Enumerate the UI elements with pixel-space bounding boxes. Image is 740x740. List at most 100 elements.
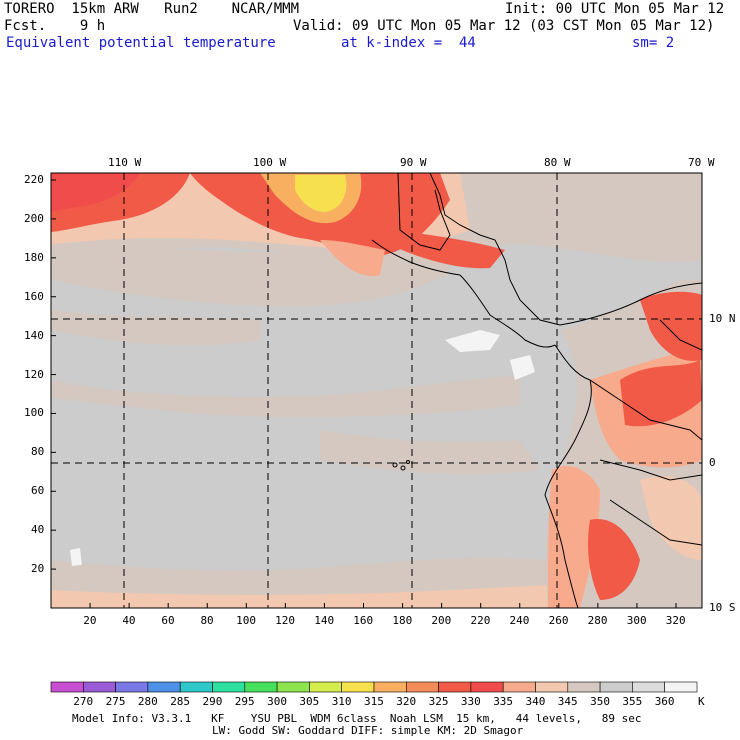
- legend-value-label: 320: [396, 695, 417, 708]
- y-tick-label: 80: [31, 445, 45, 459]
- forecast-hour: Fcst. 9 h: [4, 18, 106, 34]
- legend-swatch: [599, 681, 633, 693]
- legend-swatch: [83, 681, 116, 693]
- legend-swatch: [212, 681, 246, 693]
- legend-swatch: [567, 681, 601, 693]
- legend-value-label: 275: [105, 695, 126, 708]
- lon-label-70w: 70 W: [688, 156, 715, 169]
- x-tick-label: 220: [470, 614, 491, 627]
- lon-label-110w: 110 W: [108, 156, 142, 169]
- red-region-guatemala: [380, 230, 505, 269]
- legend-value-label: 360: [654, 695, 675, 708]
- legend-swatch: [438, 681, 472, 693]
- legend-value-label: 295: [234, 695, 255, 708]
- coastlines: [371, 173, 702, 608]
- legend-colorbar: [50, 681, 698, 693]
- border-peru-north: [599, 459, 702, 481]
- legend-swatch: [309, 681, 342, 693]
- y-tick-label: 140: [24, 328, 44, 342]
- model-info: Model Info: V3.3.1 KF YSU PBL WDM 6class…: [72, 712, 642, 725]
- legend-value-label: 340: [525, 695, 546, 708]
- lat-label-0: 0: [709, 456, 716, 469]
- legend-swatch: [664, 681, 698, 693]
- x-tick-label: 200: [431, 614, 452, 627]
- axis-ticks: [51, 179, 677, 608]
- peach-region-brazil: [640, 476, 702, 560]
- x-tick-label: 80: [200, 614, 214, 627]
- valid-time: Valid: 09 UTC Mon 05 Mar 12 (03 CST Mon …: [293, 18, 715, 34]
- y-tick-label: 60: [31, 484, 45, 498]
- legend-swatch: [502, 681, 536, 693]
- y-tick-label: 160: [24, 289, 44, 303]
- y-tick-label: 200: [24, 211, 44, 225]
- x-tick-label: 320: [665, 614, 686, 627]
- smoothing-value: sm= 2: [632, 35, 675, 51]
- legend-value-label: 270: [73, 695, 94, 708]
- lon-label-100w: 100 W: [253, 156, 287, 169]
- legend-value-label: 345: [557, 695, 578, 708]
- x-tick-label: 160: [353, 614, 374, 627]
- legend-swatch: [632, 681, 666, 693]
- legend-swatch: [373, 681, 407, 693]
- x-tick-label: 180: [392, 614, 413, 627]
- map-field: [51, 173, 702, 608]
- legend-swatch: [50, 681, 84, 693]
- legend-swatch: [535, 681, 569, 693]
- legend-value-label: 335: [493, 695, 514, 708]
- y-tick-label: 20: [31, 562, 45, 576]
- border-venezuela: [659, 319, 702, 351]
- legend-swatch: [244, 681, 278, 693]
- coastline-central-america-pacific: [371, 239, 556, 348]
- salmon-region-ecuador-peru: [548, 466, 600, 608]
- border-peru-brazil: [609, 499, 702, 546]
- x-tick-label: 20: [83, 614, 97, 627]
- red-region-peru: [588, 519, 640, 600]
- lon-label-90w: 90 W: [400, 156, 427, 169]
- legend-value-label: 310: [331, 695, 352, 708]
- legend-value-label: 290: [202, 695, 223, 708]
- legend-value-label: 325: [428, 695, 449, 708]
- legend-swatch: [115, 681, 149, 693]
- lat-label-10s: 10 S: [709, 601, 736, 614]
- white-patch-2: [510, 355, 535, 380]
- lon-label-80w: 80 W: [544, 156, 571, 169]
- legend-swatch: [341, 681, 375, 693]
- legend-value-label: 350: [590, 695, 610, 708]
- legend-swatch: [470, 681, 504, 693]
- physics-info: LW: Godd SW: Goddard DIFF: simple KM: 2D…: [212, 724, 524, 737]
- yellow-region-mexico: [295, 175, 347, 212]
- model-title: TORERO 15km ARW Run2 NCAR/MMM: [4, 1, 300, 17]
- coastline-central-america-caribbean: [429, 173, 561, 326]
- galapagos-island-1: [392, 462, 398, 468]
- red-region-colombia: [620, 360, 702, 427]
- x-tick-label: 280: [587, 614, 608, 627]
- x-tick-label: 240: [509, 614, 530, 627]
- galapagos-island-3: [406, 460, 410, 464]
- y-tick-label: 100: [24, 406, 44, 420]
- peach-band-south: [51, 585, 550, 608]
- x-tick-label: 300: [626, 614, 647, 627]
- legend-swatch: [276, 681, 310, 693]
- legend-value-label: 280: [137, 695, 158, 708]
- legend-swatch: [147, 681, 181, 693]
- y-tick-label: 180: [24, 250, 44, 264]
- border-colombia-south: [589, 379, 702, 441]
- white-patch-3: [70, 548, 82, 566]
- tan-band-3: [51, 375, 520, 417]
- white-patch-1: [445, 330, 500, 352]
- border-guatemala: [397, 173, 451, 251]
- x-tick-label: 60: [161, 614, 175, 627]
- level-index: at k-index = 44: [341, 35, 476, 51]
- x-tick-label: 120: [275, 614, 296, 627]
- coastline-south-america-pacific: [544, 344, 592, 608]
- salmon-region-pacific: [320, 240, 385, 276]
- field-name: Equivalent potential temperature: [6, 35, 276, 51]
- legend-swatch: [405, 681, 439, 693]
- y-tick-label: 40: [31, 523, 45, 537]
- galapagos-island-2: [400, 465, 406, 471]
- legend-unit: K: [698, 695, 705, 708]
- red-region-nw-core: [51, 173, 140, 212]
- coastline-south-america-caribbean: [559, 282, 702, 326]
- red-region-venezuela: [640, 291, 702, 361]
